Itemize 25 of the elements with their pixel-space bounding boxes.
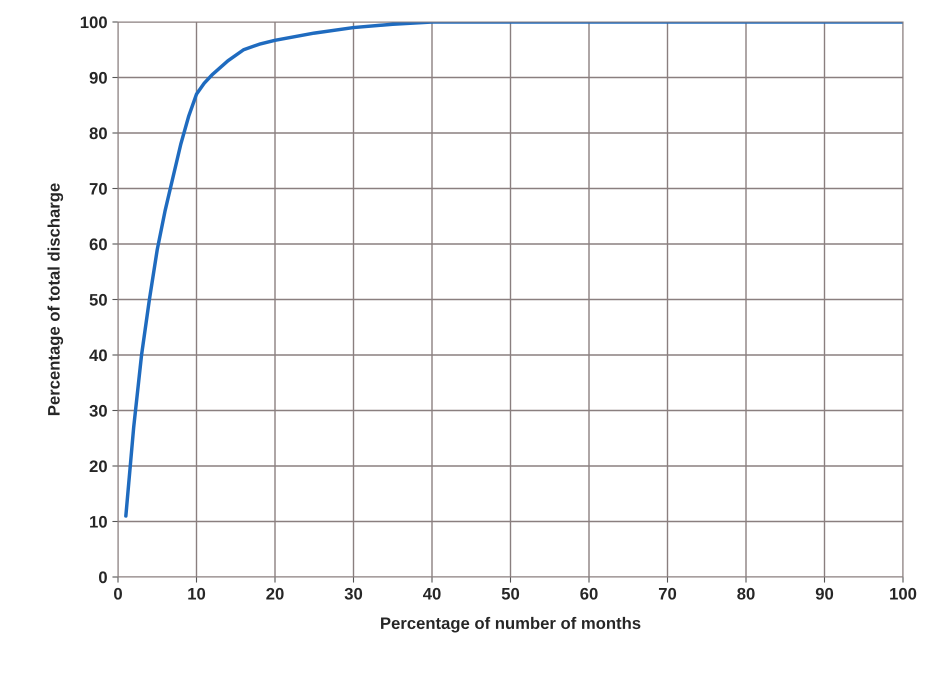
y-tick-label: 0 bbox=[98, 571, 107, 584]
x-tick-label: 100 bbox=[890, 588, 916, 600]
x-tick-label: 20 bbox=[266, 588, 284, 600]
x-tick-label: 10 bbox=[188, 588, 206, 600]
y-tick-label: 100 bbox=[80, 16, 107, 28]
y-tick-label: 50 bbox=[90, 294, 107, 306]
x-tick-label: 30 bbox=[344, 588, 362, 600]
y-tick-label: 60 bbox=[90, 238, 107, 250]
x-tick-label: 70 bbox=[658, 588, 676, 600]
y-tick-label: 40 bbox=[89, 349, 107, 362]
y-axis-title: Percentage of total discharge bbox=[48, 183, 64, 416]
y-tick-label: 10 bbox=[90, 516, 107, 528]
x-tick-label: 90 bbox=[816, 588, 834, 600]
y-tick-label: 30 bbox=[89, 404, 107, 417]
x-tick-label: 50 bbox=[502, 588, 520, 600]
y-tick-label: 90 bbox=[90, 72, 107, 84]
x-axis-title: Percentage of number of months bbox=[381, 616, 640, 632]
y-tick-label: 80 bbox=[90, 127, 107, 140]
line-series bbox=[124, 22, 903, 518]
x-tick-label: 40 bbox=[422, 588, 441, 600]
x-tick-label: 60 bbox=[580, 588, 598, 600]
x-tick-label: 0 bbox=[114, 588, 122, 600]
y-tick-label: 70 bbox=[90, 182, 107, 195]
x-tick-label: 80 bbox=[737, 588, 755, 600]
y-tick-label: 20 bbox=[90, 460, 107, 472]
